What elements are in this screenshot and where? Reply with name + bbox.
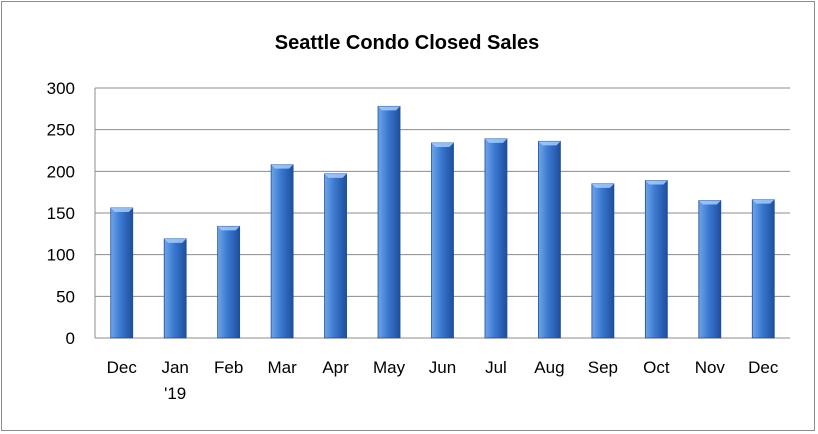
x-tick-label: Dec <box>748 358 779 377</box>
bar-rect <box>751 199 775 339</box>
bar-12 <box>751 199 775 339</box>
bar-rect <box>698 200 722 339</box>
bar-rect <box>377 105 401 339</box>
x-tick-label: '19 <box>164 384 186 403</box>
x-tick-label: Feb <box>214 358 243 377</box>
bar-bevel <box>271 164 294 169</box>
y-tick-label: 100 <box>47 246 75 265</box>
bar-bevel <box>752 199 775 204</box>
bar-bevel <box>217 226 240 231</box>
x-tick-label: Jun <box>429 358 456 377</box>
bar-bevel <box>324 173 347 178</box>
x-tick-label: Mar <box>267 358 297 377</box>
bar-rect <box>217 225 241 339</box>
bar-bevel <box>378 106 401 111</box>
bar-bevel <box>484 138 507 143</box>
y-tick-label: 0 <box>66 329 75 348</box>
y-axis-ticks: 0 50 100 150 200 250 300 <box>47 79 75 348</box>
bar-rect <box>431 142 454 339</box>
bar-rect <box>270 164 294 339</box>
bars <box>110 105 775 339</box>
bar-0 <box>110 207 134 339</box>
x-tick-label: Sep <box>588 358 618 377</box>
bar-7 <box>484 138 508 339</box>
bar-10 <box>644 180 668 339</box>
bar-bevel <box>645 180 668 185</box>
x-tick-label: Nov <box>695 358 726 377</box>
bar-8 <box>538 140 561 339</box>
bar-11 <box>698 200 722 339</box>
bar-bevel <box>164 238 187 243</box>
x-tick-label: Apr <box>322 358 349 377</box>
x-tick-label: Oct <box>643 358 670 377</box>
chart-title: Seattle Condo Closed Sales <box>274 32 540 54</box>
bar-rect <box>484 138 508 339</box>
y-tick-label: 250 <box>47 121 75 140</box>
x-tick-label: Aug <box>534 358 564 377</box>
bar-1 <box>163 238 187 339</box>
x-tick-label: Jan <box>161 358 188 377</box>
bar-5 <box>377 105 401 339</box>
x-tick-label: Dec <box>107 358 138 377</box>
bar-bevel <box>698 200 721 205</box>
bar-rect <box>110 207 134 339</box>
bar-rect <box>163 238 187 339</box>
x-axis-ticks: Dec Jan '19 Feb Mar Apr May Jun Jul Aug Sep Oct Nov D… <box>107 358 779 403</box>
bar-bevel <box>591 183 614 188</box>
y-tick-label: 50 <box>56 287 75 306</box>
bar-rect <box>644 180 668 339</box>
x-tick-label: May <box>373 358 406 377</box>
bar-bevel <box>110 208 133 212</box>
bar-rect <box>324 173 347 339</box>
bar-3 <box>270 164 294 339</box>
y-tick-label: 200 <box>47 162 75 181</box>
bar-4 <box>324 173 347 339</box>
y-tick-label: 300 <box>47 79 75 98</box>
bar-6 <box>431 142 454 339</box>
bar-bevel <box>431 143 454 147</box>
y-tick-label: 150 <box>47 204 75 223</box>
x-tick-label: Jul <box>485 358 507 377</box>
bar-rect <box>538 140 561 339</box>
bar-bevel <box>538 141 561 146</box>
bar-9 <box>591 183 615 339</box>
bar-2 <box>217 225 241 339</box>
bar-rect <box>591 183 615 339</box>
